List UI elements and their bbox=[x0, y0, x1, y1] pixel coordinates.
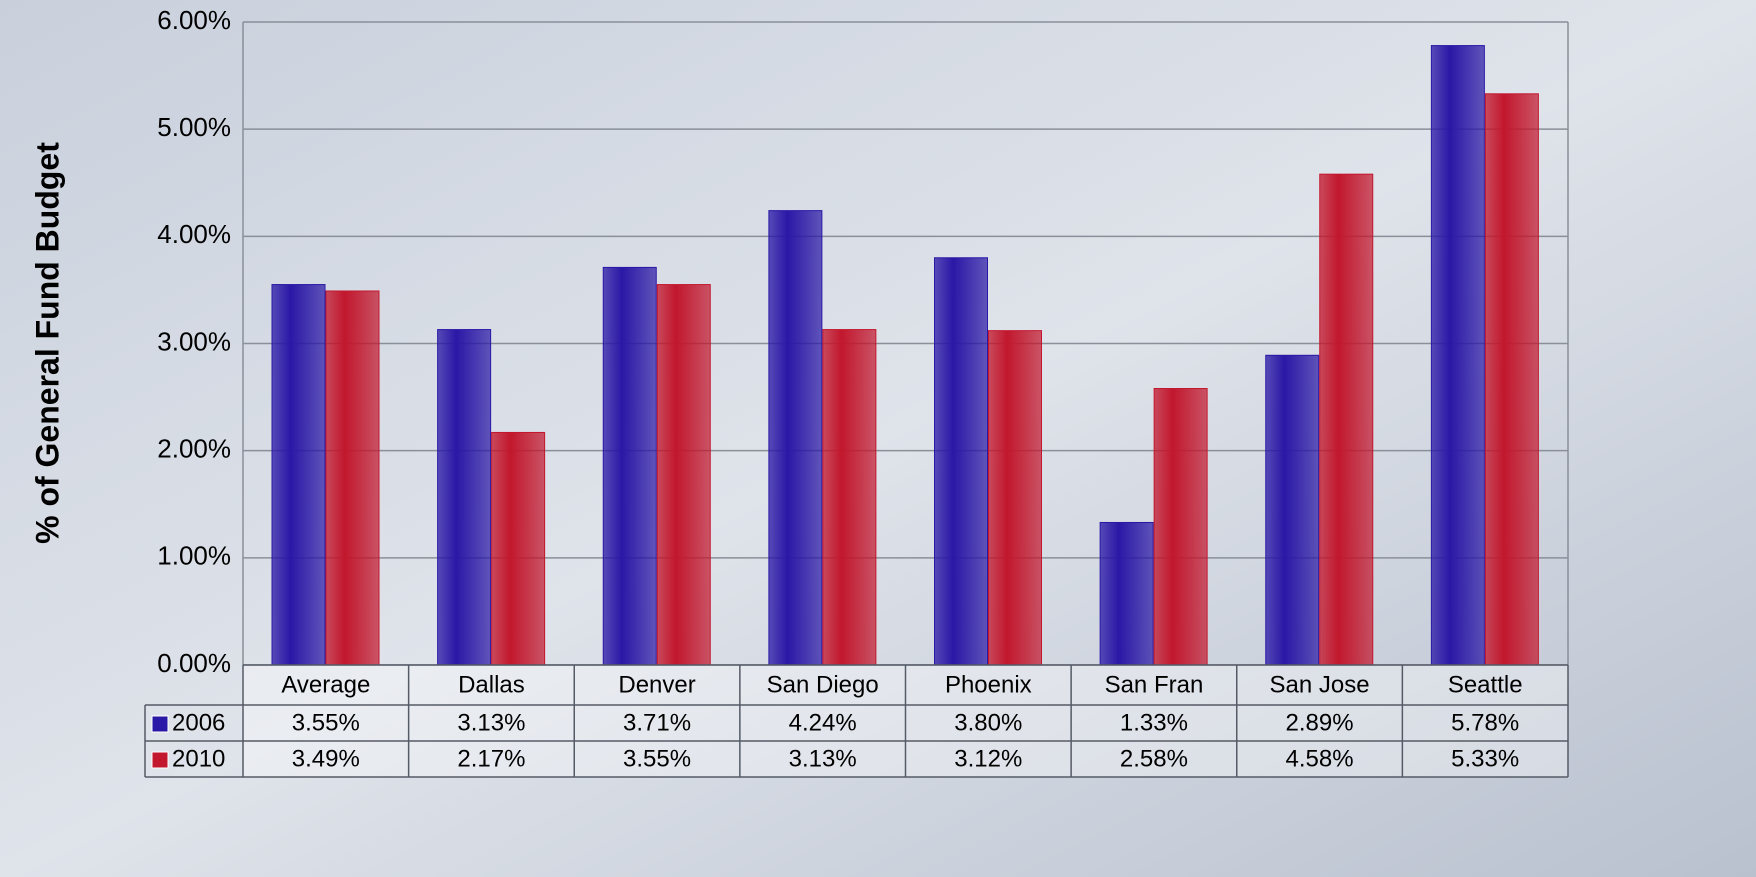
bar bbox=[1320, 174, 1373, 665]
bar bbox=[1485, 94, 1538, 665]
data-label: 4.24% bbox=[789, 709, 857, 736]
bar bbox=[769, 211, 822, 665]
bar bbox=[989, 331, 1042, 665]
data-label: 5.33% bbox=[1451, 745, 1519, 772]
x-tick-label: San Diego bbox=[767, 671, 879, 698]
y-tick-label: 4.00% bbox=[157, 219, 231, 249]
data-label: 2.58% bbox=[1120, 745, 1188, 772]
bar bbox=[492, 432, 545, 665]
data-label: 5.78% bbox=[1451, 709, 1519, 736]
bar bbox=[272, 285, 325, 665]
y-tick-label: 0.00% bbox=[157, 648, 231, 678]
x-tick-label: Dallas bbox=[458, 671, 525, 698]
bar bbox=[1100, 522, 1153, 665]
legend-key bbox=[152, 752, 168, 768]
y-tick-label: 5.00% bbox=[157, 112, 231, 142]
x-tick-label: San Fran bbox=[1105, 671, 1204, 698]
data-label: 3.55% bbox=[292, 709, 360, 736]
x-tick-label: Seattle bbox=[1448, 671, 1523, 698]
data-label: 3.55% bbox=[623, 745, 691, 772]
page: % of General Fund Budget 0.00% 1.00% 2.00%… bbox=[0, 0, 1756, 877]
data-label: 3.49% bbox=[292, 745, 360, 772]
y-axis-title: % of General Fund Budget bbox=[29, 142, 65, 544]
data-label: 3.13% bbox=[457, 709, 525, 736]
bar bbox=[438, 330, 491, 665]
legend-label: 2006 bbox=[172, 709, 225, 736]
y-tick-label: 3.00% bbox=[157, 326, 231, 356]
data-label: 2.17% bbox=[457, 745, 525, 772]
x-tick-label: Phoenix bbox=[945, 671, 1032, 698]
data-label: 2.89% bbox=[1286, 709, 1354, 736]
chart: % of General Fund Budget 0.00% 1.00% 2.00%… bbox=[0, 0, 1756, 877]
data-label: 3.13% bbox=[789, 745, 857, 772]
x-tick-label: San Jose bbox=[1270, 671, 1370, 698]
data-label: 3.71% bbox=[623, 709, 691, 736]
y-tick-label: 1.00% bbox=[157, 541, 231, 571]
bar bbox=[935, 258, 988, 665]
data-label: 3.12% bbox=[954, 745, 1022, 772]
data-label: 4.58% bbox=[1286, 745, 1354, 772]
legend-label: 2010 bbox=[172, 745, 225, 772]
data-label: 1.33% bbox=[1120, 709, 1188, 736]
data-label: 3.80% bbox=[954, 709, 1022, 736]
bar bbox=[603, 267, 656, 665]
bar bbox=[1266, 355, 1319, 665]
bar bbox=[1431, 46, 1484, 665]
x-tick-label: Average bbox=[281, 671, 370, 698]
y-tick-label: 6.00% bbox=[157, 5, 231, 35]
bar bbox=[657, 285, 710, 665]
bar bbox=[1154, 389, 1207, 665]
legend-key bbox=[152, 716, 168, 732]
y-tick-label: 2.00% bbox=[157, 434, 231, 464]
bar bbox=[326, 291, 379, 665]
x-tick-label: Denver bbox=[618, 671, 695, 698]
bar bbox=[823, 330, 876, 665]
